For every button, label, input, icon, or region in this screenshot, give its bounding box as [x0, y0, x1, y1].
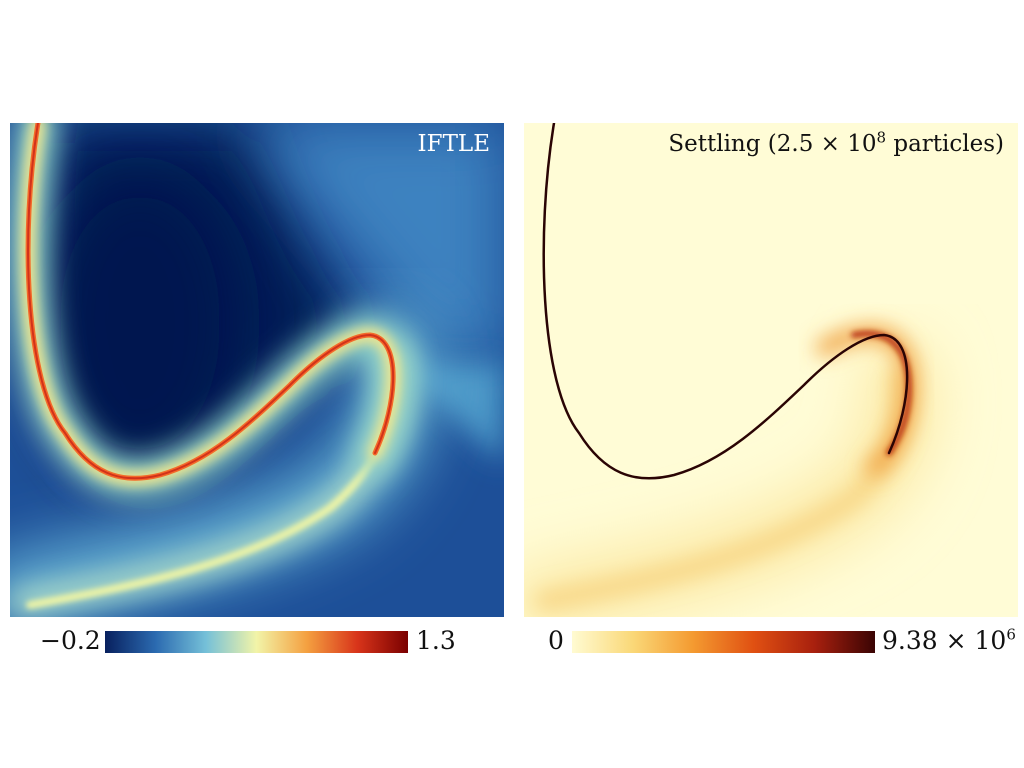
settling-density-field — [524, 123, 1018, 617]
iftle-panel: IFTLE — [10, 123, 504, 617]
settling-colorbar-max-label: 9.38 × 106 — [882, 626, 1016, 656]
settling-colorbar-max-exponent: 6 — [1006, 625, 1016, 644]
iftle-colorbar-min-label: −0.2 — [40, 626, 101, 655]
settling-colorbar-min-label: 0 — [548, 626, 564, 655]
iftle-title: IFTLE — [417, 131, 490, 157]
settling-colorbar — [572, 631, 875, 653]
settling-title-prefix: Settling (2.5 × 10 — [668, 131, 877, 157]
iftle-colorbar — [105, 631, 408, 653]
settling-title-exponent: 8 — [876, 128, 887, 147]
settling-title: Settling (2.5 × 108 particles) — [668, 128, 1004, 157]
settling-panel: Settling (2.5 × 108 particles) — [524, 123, 1018, 617]
settling-colorbar-max-mantissa: 9.38 × 10 — [882, 626, 1007, 655]
iftle-colorbar-max-label: 1.3 — [416, 626, 456, 655]
settling-title-suffix: particles) — [886, 131, 1004, 157]
iftle-field — [10, 123, 504, 617]
